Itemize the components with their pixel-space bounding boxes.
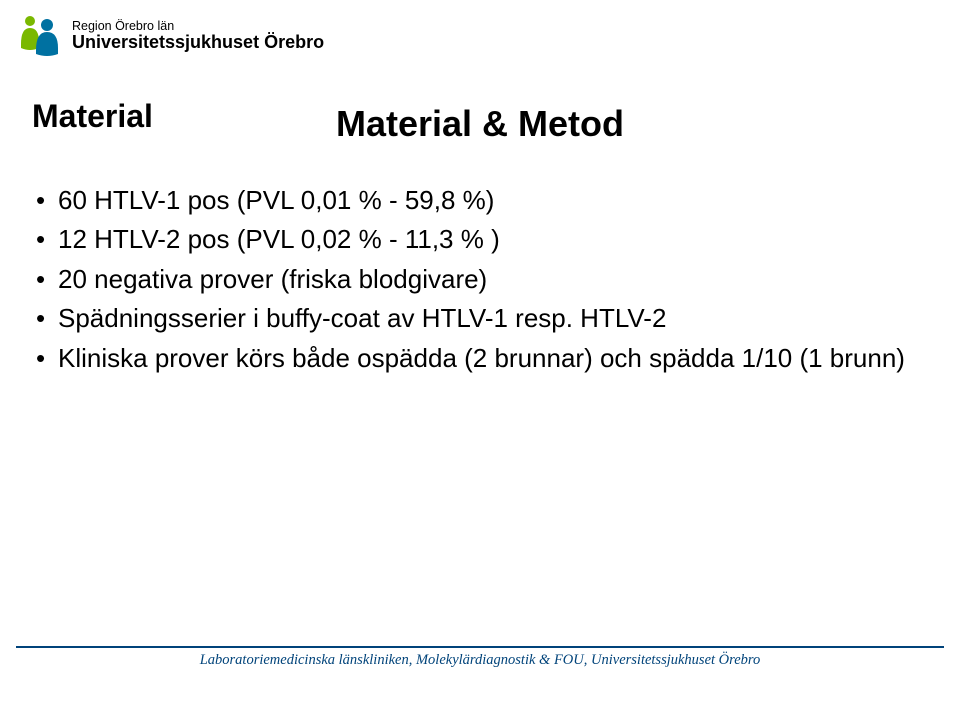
org-logo-icon [18,14,62,58]
list-item: • Spädningsserier i buffy-coat av HTLV-1… [32,299,928,337]
org-name: Universitetssjukhuset Örebro [72,33,324,52]
bullet-dot-icon: • [32,299,58,337]
bullet-dot-icon: • [32,339,58,377]
bullet-text: 60 HTLV-1 pos (PVL 0,01 % - 59,8 %) [58,181,494,219]
bullet-text: 20 negativa prover (friska blodgivare) [58,260,487,298]
list-item: • 20 negativa prover (friska blodgivare) [32,260,928,298]
bullet-dot-icon: • [32,220,58,258]
content-area: Material • 60 HTLV-1 pos (PVL 0,01 % - 5… [32,98,928,378]
bullet-dot-icon: • [32,181,58,219]
list-item: • Kliniska prover körs både ospädda (2 b… [32,339,928,377]
bullet-list: • 60 HTLV-1 pos (PVL 0,01 % - 59,8 %) • … [32,181,928,377]
bullet-dot-icon: • [32,260,58,298]
footer-text: Laboratoriemedicinska länskliniken, Mole… [0,652,960,669]
bullet-text: 12 HTLV-2 pos (PVL 0,02 % - 11,3 % ) [58,220,500,258]
header-text: Region Örebro län Universitetssjukhuset … [72,20,324,52]
slide: Region Örebro län Universitetssjukhuset … [0,0,960,705]
bullet-text: Kliniska prover körs både ospädda (2 bru… [58,339,905,377]
footer-divider [16,646,944,648]
section-label: Material [32,98,928,135]
list-item: • 12 HTLV-2 pos (PVL 0,02 % - 11,3 % ) [32,220,928,258]
list-item: • 60 HTLV-1 pos (PVL 0,01 % - 59,8 %) [32,181,928,219]
header-logo-block: Region Örebro län Universitetssjukhuset … [18,14,324,58]
bullet-text: Spädningsserier i buffy-coat av HTLV-1 r… [58,299,666,337]
footer: Laboratoriemedicinska länskliniken, Mole… [0,646,960,669]
